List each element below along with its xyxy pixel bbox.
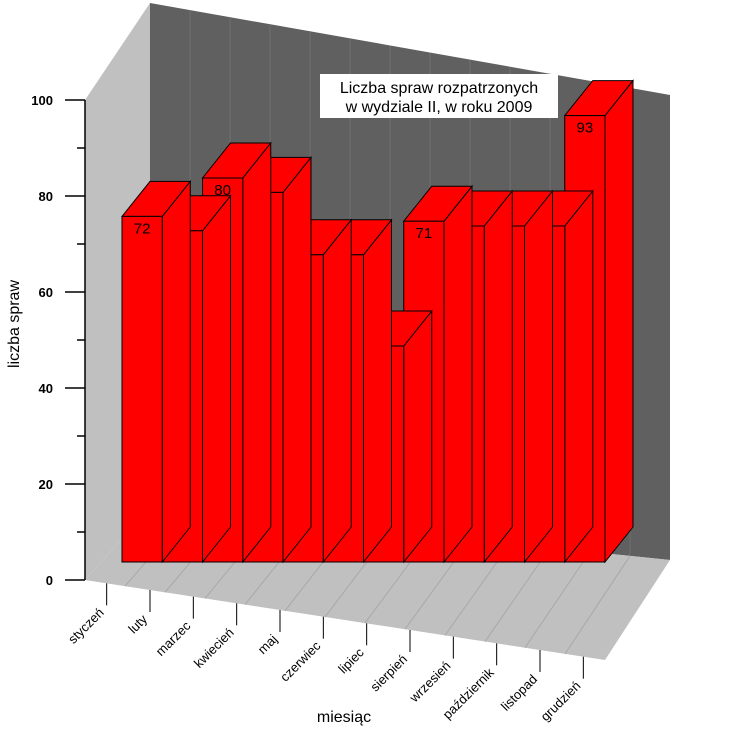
- x-tick-label: wrzesień: [406, 658, 454, 706]
- bar-side-face: [363, 218, 392, 564]
- x-tick-label: sierpień: [367, 652, 410, 695]
- x-tick-label: marzec: [153, 618, 194, 659]
- chart-title: Liczba spraw rozpatrzonych w wydziale II…: [320, 74, 558, 118]
- bar-side-face: [403, 309, 433, 564]
- bar-side-face: [604, 79, 634, 564]
- chart-title-line1: Liczba spraw rozpatrzonych: [340, 80, 538, 97]
- bar-side-face: [242, 141, 272, 564]
- bar-side-face: [483, 189, 513, 564]
- bar-side-face: [322, 218, 352, 564]
- bar-side-face: [524, 189, 553, 564]
- bar: 72: [120, 179, 192, 564]
- x-tick-label: grudzień: [538, 678, 584, 724]
- floor-gridline: [564, 555, 631, 655]
- x-axis-title: miesiąc: [317, 709, 371, 726]
- bar-value-label: 71: [416, 225, 433, 242]
- bar-side-face: [282, 155, 312, 564]
- y-tick-label: 0: [46, 573, 53, 588]
- x-tick-label: styczeń: [65, 605, 107, 647]
- x-tick-label: czerwiec: [277, 638, 324, 685]
- bar-side-face: [564, 189, 594, 564]
- x-tick-label: luty: [125, 611, 150, 636]
- y-tick-label: 100: [31, 93, 53, 108]
- y-tick-label: 40: [39, 381, 53, 396]
- x-tick-label: kwiecień: [191, 625, 237, 671]
- bar-value-label: 93: [577, 120, 594, 137]
- floor-gridline: [524, 551, 591, 648]
- bar-side-face: [161, 179, 191, 564]
- y-tick-label: 60: [39, 285, 53, 300]
- bar-value-label: 72: [134, 220, 151, 237]
- chart-title-box: [320, 74, 558, 118]
- chart-title-line2: w wydziale II, w roku 2009: [345, 99, 533, 116]
- y-tick-label: 80: [39, 189, 53, 204]
- y-axis-title: liczba spraw: [6, 280, 23, 368]
- bar-side-face: [443, 184, 473, 564]
- x-tick-label: lipiec: [335, 644, 367, 676]
- x-tick-label: listopad: [498, 672, 540, 714]
- bars-group: 937070707145646477806972: [120, 79, 635, 564]
- floor-gridline: [484, 547, 551, 642]
- bar-value-label: 80: [214, 182, 231, 199]
- y-tick-label: 20: [39, 477, 53, 492]
- y-axis: 0 20 40 60 80 100: [31, 93, 86, 588]
- x-tick-label: maj: [255, 631, 280, 656]
- bar-front-face: [121, 215, 163, 563]
- bar-side-face: [202, 194, 231, 564]
